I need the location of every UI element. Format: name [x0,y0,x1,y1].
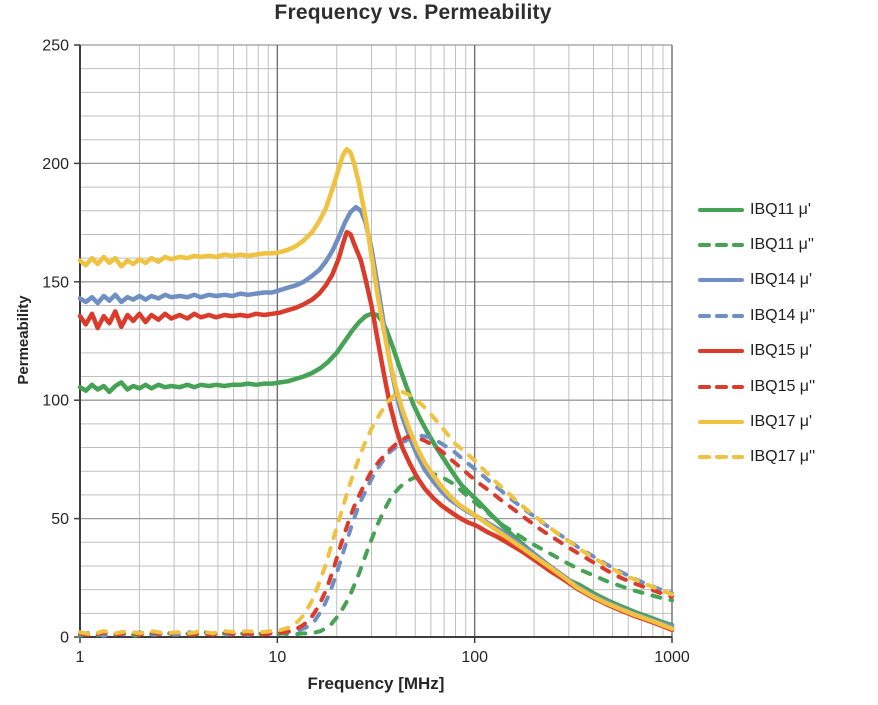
y-tick-label: 0 [60,630,69,647]
series-line-IBQ15-μp [77,229,675,633]
chart-title: Frequency vs. Permeability [274,1,552,24]
legend-item: IBQ14 μ' [698,263,815,298]
series-line-IBQ14-μpp [78,433,674,638]
legend-item: IBQ17 μ'' [698,440,815,475]
legend-label: IBQ15 μ'' [750,377,816,395]
legend-label: IBQ11 μ'' [750,236,814,254]
y-tick-label: 200 [42,156,69,173]
legend-line-swatch [698,420,744,425]
legend-label: IBQ15 μ' [750,342,813,360]
series-line-IBQ11-μp [77,311,675,628]
legend-item: IBQ15 μ' [698,334,815,369]
legend-label: IBQ17 μ' [750,413,813,431]
y-tick-label: 50 [51,511,69,528]
y-tick-label: 100 [42,393,69,410]
legend-line-swatch [698,384,744,389]
x-tick-label: 1 [76,649,85,666]
legend-item: IBQ11 μ' [698,192,815,227]
y-axis-label: Permeability [15,295,32,385]
legend: IBQ11 μ' IBQ11 μ'' IBQ14 μ' IBQ14 μ'' IBQ15 … [698,192,815,475]
legend-line-swatch [698,207,744,212]
x-tick-label: 100 [461,649,488,666]
legend-label: IBQ11 μ' [750,200,811,218]
legend-label: IBQ17 μ'' [750,448,816,466]
legend-item: IBQ17 μ' [698,404,815,439]
legend-item: IBQ11 μ'' [698,227,815,262]
series-line-IBQ15-μpp [78,434,674,638]
x-tick-label: 10 [268,649,286,666]
legend-label: IBQ14 μ' [750,271,813,289]
y-tick-label: 150 [42,274,69,291]
legend-line-swatch [698,243,744,248]
y-tick-label: 250 [42,38,69,55]
legend-line-swatch [698,349,744,354]
legend-item: IBQ14 μ'' [698,298,815,333]
series-line-IBQ17-μpp [78,389,674,637]
legend-line-swatch [698,455,744,460]
legend-line-swatch [698,313,744,318]
series-line-IBQ11-μpp [78,471,674,638]
series-line-IBQ14-μp [77,204,675,629]
x-tick-label: 1000 [654,649,690,666]
x-axis-label: Frequency [MHz] [307,674,445,693]
legend-item: IBQ15 μ'' [698,369,815,404]
series-line-IBQ17-μp [77,146,675,631]
legend-label: IBQ14 μ'' [750,306,816,324]
legend-line-swatch [698,278,744,283]
